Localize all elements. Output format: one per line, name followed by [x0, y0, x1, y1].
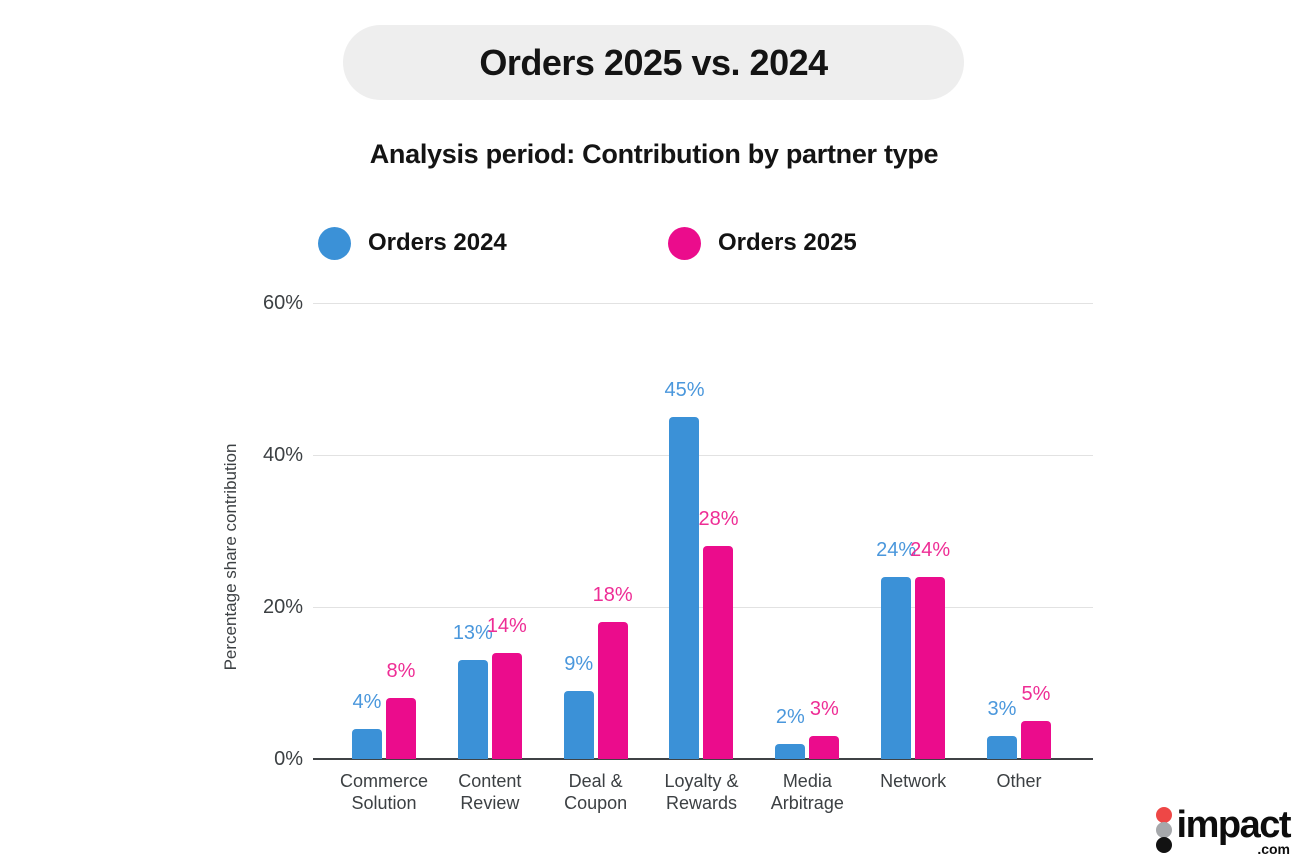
- impact-logo-dot-2-icon: [1155, 837, 1172, 853]
- impact-logo-word: impact: [1176, 804, 1292, 846]
- value-label-orders-2024-other: 3%: [987, 698, 1017, 721]
- bar-orders-2025-other[interactable]: [1020, 721, 1051, 759]
- legend-label-orders-2025: Orders 2025: [718, 229, 857, 256]
- title-pill: Orders 2025 vs. 2024: [343, 25, 964, 100]
- y-tick-20pct: 20%: [262, 596, 303, 618]
- value-label-orders-2024-deal-coupon: 9%: [564, 652, 594, 675]
- x-axis-label-content-review: Content Review: [458, 771, 522, 813]
- impact-logo-dot-1-icon: [1155, 822, 1172, 838]
- value-label-orders-2025-commerce-solution: 8%: [386, 660, 416, 683]
- x-axis-label-loyalty-rewards: Loyalty & Rewards: [664, 771, 739, 813]
- legend-swatch-orders-2024-icon: [318, 226, 351, 260]
- impact-logo-dots-icon: [1155, 807, 1172, 853]
- legend-swatch-orders-2025-icon: [668, 226, 701, 260]
- bar-orders-2024-deal-coupon[interactable]: [563, 690, 594, 759]
- value-label-orders-2025-network: 24%: [910, 538, 951, 561]
- x-axis-label-media-arbitrage: Media Arbitrage: [770, 771, 844, 813]
- gridline-20pct: [313, 607, 1093, 608]
- gridline-40pct: [313, 455, 1093, 456]
- impact-logo-tld: .com: [1257, 841, 1290, 857]
- value-label-orders-2025-loyalty-rewards: 28%: [698, 508, 739, 531]
- y-tick-60pct: 60%: [262, 292, 303, 314]
- value-label-orders-2025-deal-coupon: 18%: [592, 584, 633, 607]
- bar-orders-2025-commerce-solution[interactable]: [386, 698, 416, 759]
- bar-orders-2025-network[interactable]: [915, 576, 946, 759]
- bar-orders-2025-content-review[interactable]: [491, 652, 522, 759]
- x-axis-label-network: Network: [880, 771, 947, 791]
- value-label-orders-2024-loyalty-rewards: 45%: [664, 379, 705, 401]
- x-axis-label-commerce-solution: Commerce Solution: [339, 771, 428, 813]
- bar-orders-2024-commerce-solution[interactable]: [352, 728, 382, 759]
- bar-orders-2025-media-arbitrage[interactable]: [809, 736, 840, 759]
- impact-logo: impact .com: [1155, 804, 1292, 857]
- x-axis-label-deal-coupon: Deal & Coupon: [564, 771, 628, 813]
- x-axis-line: [313, 758, 1093, 760]
- bar-orders-2024-other[interactable]: [986, 736, 1017, 759]
- x-axis-label-other: Other: [996, 771, 1042, 791]
- value-label-orders-2024-media-arbitrage: 2%: [775, 705, 805, 728]
- value-label-orders-2025-other: 5%: [1021, 683, 1051, 705]
- bar-orders-2024-content-review[interactable]: [457, 660, 488, 759]
- bar-orders-2024-loyalty-rewards[interactable]: [669, 417, 700, 759]
- value-label-orders-2025-content-review: 14%: [486, 614, 527, 637]
- y-tick-0pct: 0%: [274, 748, 303, 770]
- legend-label-orders-2024: Orders 2024: [368, 229, 507, 256]
- bar-orders-2024-media-arbitrage[interactable]: [775, 743, 806, 759]
- value-label-orders-2025-media-arbitrage: 3%: [809, 698, 839, 721]
- impact-logo-dot-0-icon: [1155, 807, 1172, 823]
- value-label-orders-2024-content-review: 13%: [452, 622, 493, 645]
- value-label-orders-2024-network: 24%: [876, 538, 917, 561]
- legend-item-orders-2024[interactable]: Orders 2024: [318, 226, 507, 260]
- bar-orders-2025-deal-coupon[interactable]: [597, 622, 628, 759]
- gridline-60pct: [313, 303, 1093, 304]
- bar-orders-2025-loyalty-rewards[interactable]: [703, 546, 734, 759]
- chart-subtitle: Analysis period: Contribution by partner…: [369, 139, 939, 169]
- y-tick-40pct: 40%: [262, 444, 303, 466]
- chart-title: Orders 2025 vs. 2024: [479, 41, 828, 83]
- bar-orders-2024-network[interactable]: [881, 576, 912, 759]
- value-label-orders-2024-commerce-solution: 4%: [352, 690, 382, 713]
- legend-item-orders-2025[interactable]: Orders 2025: [668, 226, 857, 260]
